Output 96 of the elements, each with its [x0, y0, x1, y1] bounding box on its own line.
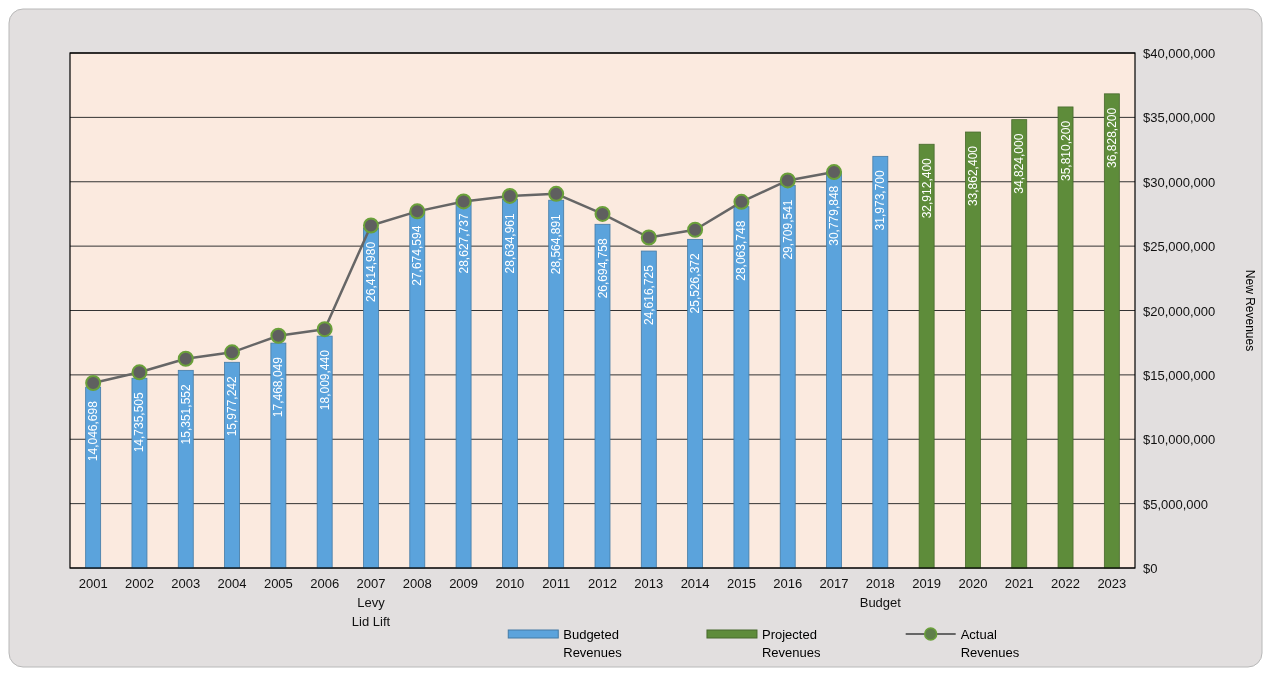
- y-tick-label: $35,000,000: [1143, 110, 1216, 126]
- data-label: 28,634,961: [502, 213, 517, 274]
- point: [594, 205, 611, 222]
- point: [733, 193, 750, 210]
- bar: [224, 361, 240, 569]
- data-label: 18,009,440: [317, 349, 332, 411]
- x-tick-label: 2005: [263, 576, 293, 591]
- bar: [455, 199, 472, 569]
- point: [548, 185, 565, 202]
- data-label: 15,977,242: [225, 375, 240, 437]
- x-tick-label: 2004: [217, 576, 247, 591]
- data-label: 36,828,200: [1104, 107, 1119, 168]
- data-label: 29,709,541: [780, 199, 795, 260]
- x-tick-label: 2014: [680, 576, 710, 591]
- data-label: 35,810,200: [1058, 120, 1073, 182]
- data-label: 31,973,700: [873, 170, 888, 231]
- x-tick-label: 2003: [171, 576, 201, 591]
- bar: [177, 369, 194, 569]
- y-tick-label: $10,000,000: [1143, 432, 1216, 448]
- x-tick-label: 2017: [819, 576, 849, 591]
- x-tick-label: 2022: [1051, 576, 1080, 591]
- data-label: 28,627,737: [456, 213, 471, 274]
- point: [687, 221, 704, 238]
- x-tick-label: 2020: [958, 576, 988, 591]
- point: [779, 172, 796, 189]
- bar: [270, 342, 287, 569]
- bar: [965, 131, 981, 569]
- legend-label: Actual Revenues: [960, 627, 1020, 660]
- y-tick-label: $30,000,000: [1143, 174, 1216, 190]
- bar: [501, 198, 518, 569]
- x-tick-label: 2008: [402, 576, 432, 591]
- y-tick-label: $5,000,000: [1143, 496, 1209, 512]
- data-label: 26,414,980: [363, 241, 378, 302]
- data-label: 27,674,594: [410, 225, 425, 286]
- x-tick-label: 2001: [78, 576, 108, 591]
- bar: [733, 206, 750, 569]
- data-label: 26,694,758: [595, 237, 610, 299]
- point: [316, 321, 333, 338]
- x-tick-label: 2006: [310, 576, 340, 591]
- x-tick-label: 2016: [773, 576, 803, 591]
- y-tick-label: $20,000,000: [1143, 303, 1216, 319]
- data-label: 28,063,748: [734, 220, 749, 281]
- bar: [316, 335, 333, 569]
- point: [826, 164, 843, 181]
- bar: [131, 377, 148, 569]
- x-tick-label: 2013: [634, 576, 664, 591]
- x-tick-label: 2002: [125, 576, 154, 591]
- point: [85, 374, 102, 391]
- x-tick-label: 2019: [912, 576, 942, 591]
- point: [270, 327, 287, 344]
- point: [501, 187, 518, 204]
- point: [224, 344, 241, 361]
- bar: [1011, 119, 1028, 569]
- legend-label: Projected Revenues: [761, 627, 822, 660]
- y-tick-label: $40,000,000: [1143, 46, 1216, 61]
- x-tick-label: 2023: [1097, 576, 1127, 591]
- data-label: 24,616,725: [641, 264, 656, 326]
- x-tick-label: 2015: [726, 576, 756, 591]
- x-tick-label: 2012: [588, 576, 617, 591]
- x-tick-label: 2007 Levy Lid Lift: [351, 576, 391, 629]
- y-tick-label: $0: [1143, 561, 1158, 576]
- x-tick-label: 2011: [542, 576, 571, 591]
- point: [640, 229, 657, 246]
- point: [362, 217, 379, 234]
- x-tick-label: 2010: [495, 576, 525, 591]
- point: [409, 203, 426, 220]
- bar: [548, 199, 565, 569]
- bar: [363, 227, 379, 569]
- bar: [687, 238, 704, 569]
- data-label: 17,468,049: [271, 356, 286, 418]
- y-tick-label: $25,000,000: [1143, 239, 1216, 255]
- y-axis-title: New Revenues: [1243, 269, 1257, 352]
- legend-label: Budgeted Revenues: [563, 627, 623, 660]
- data-label: 25,526,372: [688, 253, 703, 314]
- bar: [918, 143, 935, 569]
- bar: [1057, 106, 1074, 569]
- data-label: 30,779,848: [827, 185, 842, 246]
- data-label: 14,046,698: [86, 400, 101, 462]
- point: [131, 364, 148, 381]
- bar: [1103, 93, 1120, 569]
- x-tick-label: 2018 Budget: [859, 576, 902, 610]
- data-label: 28,564,891: [549, 213, 564, 275]
- bar: [779, 185, 796, 569]
- data-label: 32,912,400: [919, 157, 934, 219]
- y-tick-label: $15,000,000: [1143, 367, 1216, 383]
- data-label: 34,824,000: [1012, 133, 1027, 194]
- data-label: 33,862,400: [965, 145, 980, 207]
- point: [177, 350, 194, 367]
- bar: [640, 250, 657, 569]
- data-label: 14,735,505: [132, 391, 147, 453]
- bar: [872, 155, 889, 569]
- data-label: 15,351,552: [178, 384, 193, 445]
- x-tick-label: 2009: [449, 576, 479, 591]
- x-tick-label: 2021: [1004, 576, 1034, 591]
- bar: [594, 223, 611, 569]
- point: [455, 193, 472, 210]
